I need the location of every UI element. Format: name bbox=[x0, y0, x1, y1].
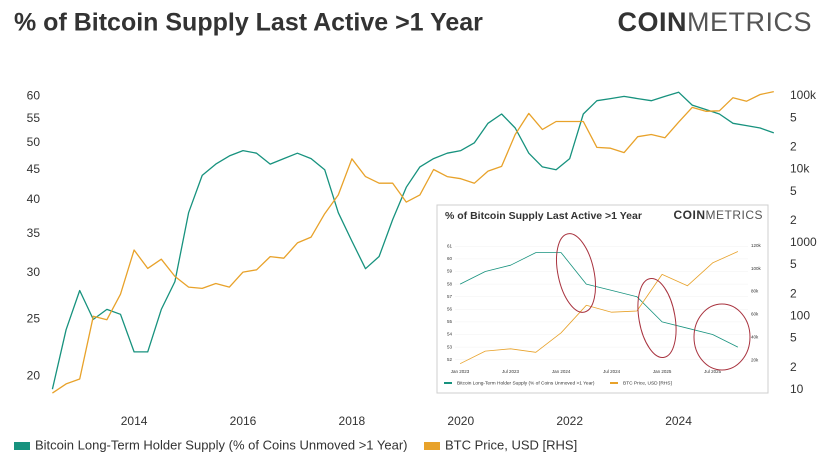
y2-tick-label: 1000 bbox=[790, 235, 817, 249]
y2-tick-label: 20k bbox=[751, 357, 759, 362]
y-tick-label: 20 bbox=[27, 368, 41, 382]
y-tick-label: 60 bbox=[27, 89, 41, 103]
y-tick-label: 50 bbox=[27, 135, 41, 149]
y-tick-label: 53 bbox=[447, 344, 453, 349]
x-tick-label: Jan 2024 bbox=[552, 369, 571, 374]
x-tick-label: Jan 2025 bbox=[653, 369, 672, 374]
data-line bbox=[459, 251, 739, 365]
y-tick-label: 61 bbox=[447, 243, 453, 248]
y-tick-label: 52 bbox=[447, 357, 453, 362]
y-tick-label: 25 bbox=[27, 312, 41, 326]
annotation-circle bbox=[556, 233, 596, 313]
x-tick-label: Jul 2023 bbox=[502, 369, 520, 374]
y2-tick-label: 2 bbox=[790, 140, 797, 154]
data-line bbox=[459, 252, 739, 348]
y2-tick-label: 10k bbox=[790, 162, 810, 176]
y-tick-label: 54 bbox=[447, 332, 453, 337]
x-tick-label: Jul 2024 bbox=[603, 369, 621, 374]
annotation-circle bbox=[637, 277, 677, 359]
legend-swatch bbox=[444, 382, 452, 384]
legend-label: BTC Price, USD [RHS] bbox=[445, 437, 577, 452]
y2-tick-label: 5 bbox=[790, 110, 797, 124]
logo-light: METRICS bbox=[706, 208, 764, 222]
y2-tick-label: 2 bbox=[790, 286, 797, 300]
logo-bold: COIN bbox=[674, 208, 706, 222]
y2-tick-label: 40k bbox=[751, 335, 759, 340]
y2-tick-label: 5 bbox=[790, 184, 797, 198]
data-line bbox=[52, 90, 774, 394]
y-tick-label: 60 bbox=[447, 256, 453, 261]
annotation-circle bbox=[693, 303, 751, 371]
x-tick-label: 2018 bbox=[339, 414, 366, 428]
x-tick-label: 2016 bbox=[230, 414, 257, 428]
y-tick-label: 35 bbox=[27, 226, 41, 240]
y-tick-label: 55 bbox=[447, 319, 453, 324]
y-tick-label: 30 bbox=[27, 265, 41, 279]
y2-tick-label: 2 bbox=[790, 213, 797, 227]
y-tick-label: 55 bbox=[27, 111, 41, 125]
y2-tick-label: 60k bbox=[751, 312, 759, 317]
y2-tick-label: 100 bbox=[790, 309, 810, 323]
legend-label: Bitcoin Long-Term Holder Supply (% of Co… bbox=[457, 380, 595, 386]
y-tick-label: 58 bbox=[447, 281, 453, 286]
y2-tick-label: 80k bbox=[751, 289, 759, 294]
data-line bbox=[51, 91, 775, 390]
x-tick-label: Jul 2025 bbox=[704, 369, 722, 374]
x-tick-label: 2020 bbox=[447, 414, 474, 428]
y-tick-label: 56 bbox=[447, 306, 453, 311]
inset-frame bbox=[436, 204, 769, 394]
logo: COINMETRICS bbox=[618, 7, 813, 37]
y2-tick-label: 100k bbox=[790, 88, 817, 102]
y2-tick-label: 100k bbox=[751, 266, 762, 271]
y2-tick-label: 2 bbox=[790, 360, 797, 374]
y-tick-label: 57 bbox=[447, 294, 453, 299]
chart-title: % of Bitcoin Supply Last Active >1 Year bbox=[14, 9, 483, 37]
y2-tick-label: 5 bbox=[790, 257, 797, 271]
legend-swatch bbox=[610, 382, 618, 384]
inset-annotations bbox=[556, 233, 751, 371]
y-tick-label: 40 bbox=[27, 192, 41, 206]
legend-label: Bitcoin Long-Term Holder Supply (% of Co… bbox=[35, 437, 408, 452]
logo-bold: COIN bbox=[618, 7, 688, 37]
x-tick-label: 2022 bbox=[556, 414, 583, 428]
x-tick-label: 2014 bbox=[121, 414, 148, 428]
legend-label: BTC Price, USD [RHS] bbox=[623, 380, 672, 386]
y-tick-label: 59 bbox=[447, 269, 453, 274]
y2-tick-label: 5 bbox=[790, 331, 797, 345]
chart-title: % of Bitcoin Supply Last Active >1 Year bbox=[445, 210, 642, 222]
y-tick-label: 45 bbox=[27, 162, 41, 176]
y2-tick-label: 120k bbox=[751, 243, 762, 248]
logo-light: METRICS bbox=[687, 7, 812, 37]
x-tick-label: Jan 2023 bbox=[451, 369, 470, 374]
logo: COINMETRICS bbox=[674, 208, 764, 222]
y2-tick-label: 10 bbox=[790, 382, 804, 396]
x-tick-label: 2024 bbox=[665, 414, 692, 428]
legend-swatch bbox=[14, 442, 30, 450]
legend-swatch bbox=[424, 442, 440, 450]
